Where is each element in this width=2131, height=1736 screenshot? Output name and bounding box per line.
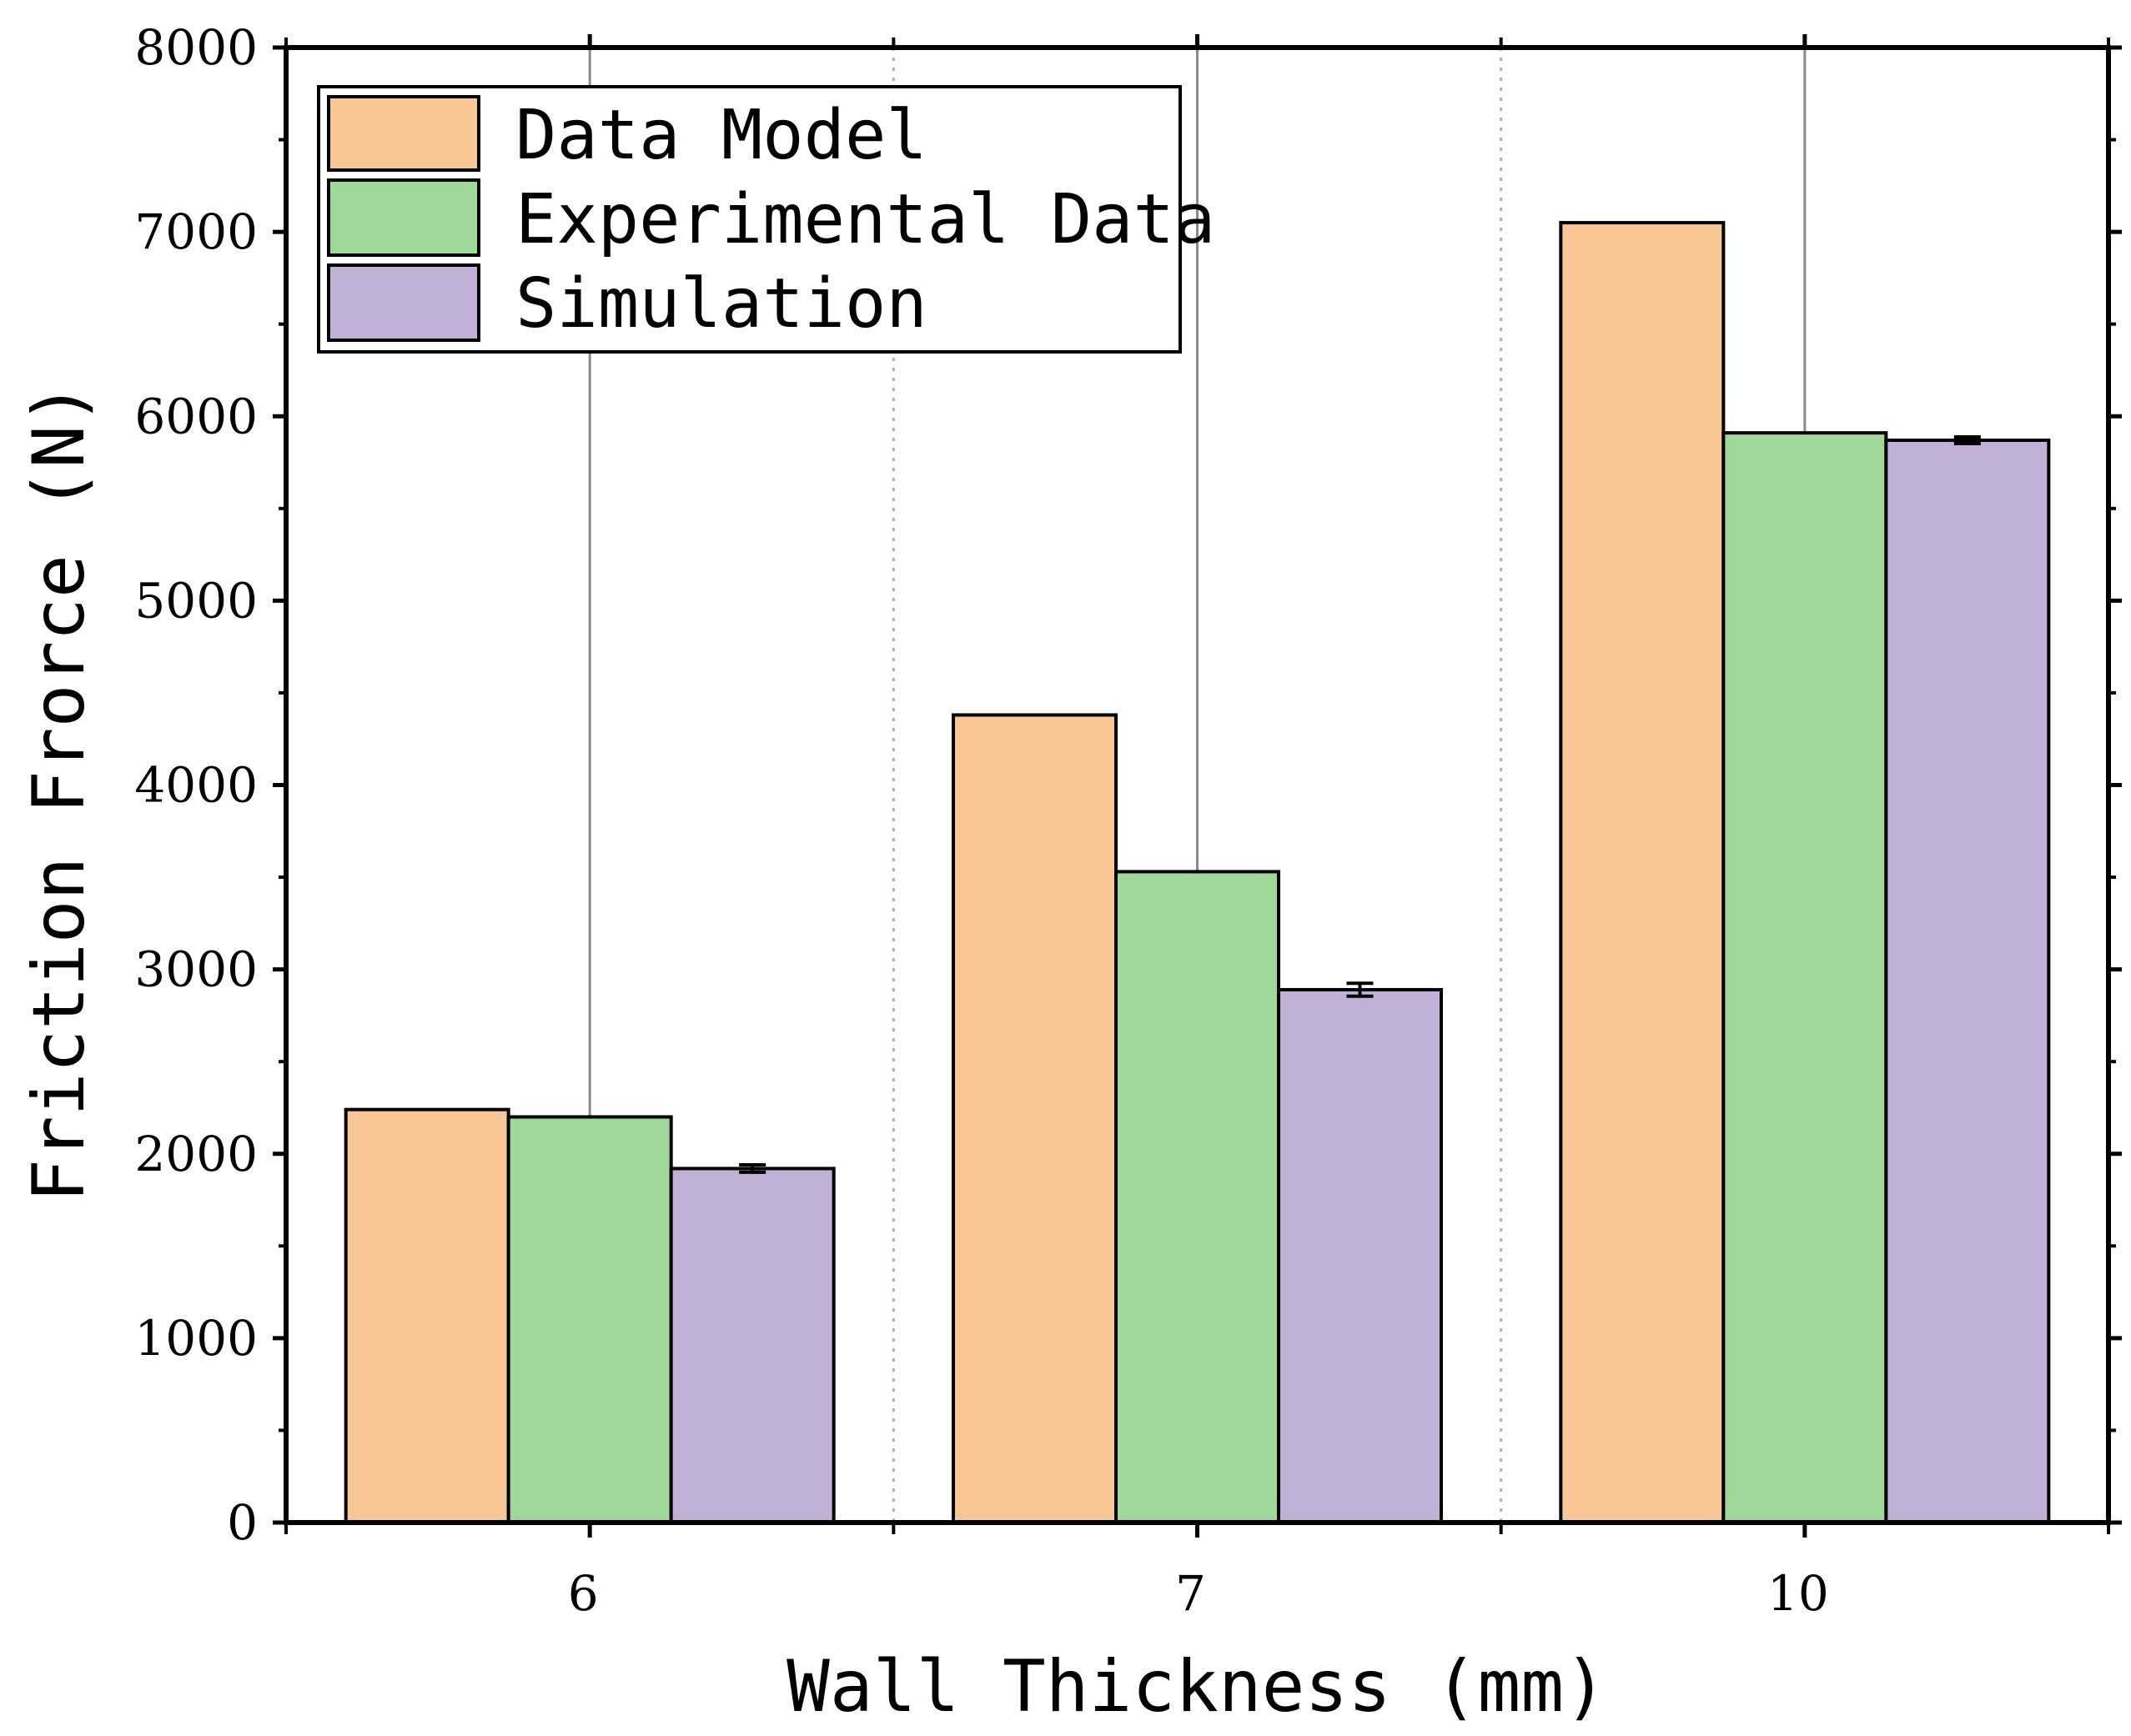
- bar-experimental-data-7: [1114, 870, 1280, 1524]
- legend-swatch-experimental-data: [327, 178, 480, 257]
- bar-experimental-data-6: [506, 1115, 673, 1525]
- axes: 0 1000 2000 3000 4000 5000 6000 7000 8000 6 7 10: [134, 19, 2122, 1622]
- x-tick-label-7: 7: [1175, 1565, 1206, 1622]
- legend-label-data-model: Data Model: [515, 96, 927, 175]
- bar-simulation-7: [1277, 987, 1443, 1524]
- y-tick-label-7000: 7000: [134, 203, 258, 260]
- bar-data-model-10: [1559, 221, 1726, 1525]
- y-tick-label-6000: 6000: [134, 388, 258, 444]
- y-tick-label-1000: 1000: [134, 1310, 258, 1367]
- x-tick-label-10: 10: [1767, 1565, 1829, 1622]
- legend-label-experimental-data: Experimental Data: [515, 180, 1215, 259]
- y-tick-label-3000: 3000: [134, 941, 258, 998]
- bars: [344, 221, 2051, 1525]
- y-tick-label-8000: 8000: [134, 19, 258, 76]
- legend-label-simulation: Simulation: [515, 264, 927, 344]
- y-tick-label-4000: 4000: [134, 757, 258, 814]
- y-tick-label-0: 0: [227, 1494, 258, 1551]
- legend-swatch-simulation: [327, 263, 480, 342]
- y-tick-label-5000: 5000: [134, 572, 258, 629]
- y-axis-title: Friction Frorce (N): [18, 382, 101, 1202]
- legend-swatch-data-model: [327, 95, 480, 172]
- bar-simulation-6: [669, 1167, 836, 1524]
- x-axis-title: Wall Thickness (mm): [787, 1645, 1607, 1728]
- bar-data-model-6: [344, 1107, 510, 1525]
- bar-simulation-10: [1884, 438, 2051, 1525]
- bar-data-model-7: [952, 713, 1118, 1524]
- y-tick-label-2000: 2000: [134, 1126, 258, 1182]
- x-tick-label-6: 6: [568, 1565, 599, 1622]
- bar-experimental-data-10: [1721, 431, 1888, 1524]
- legend: Data Model Experimental Data Simulation: [317, 85, 1215, 354]
